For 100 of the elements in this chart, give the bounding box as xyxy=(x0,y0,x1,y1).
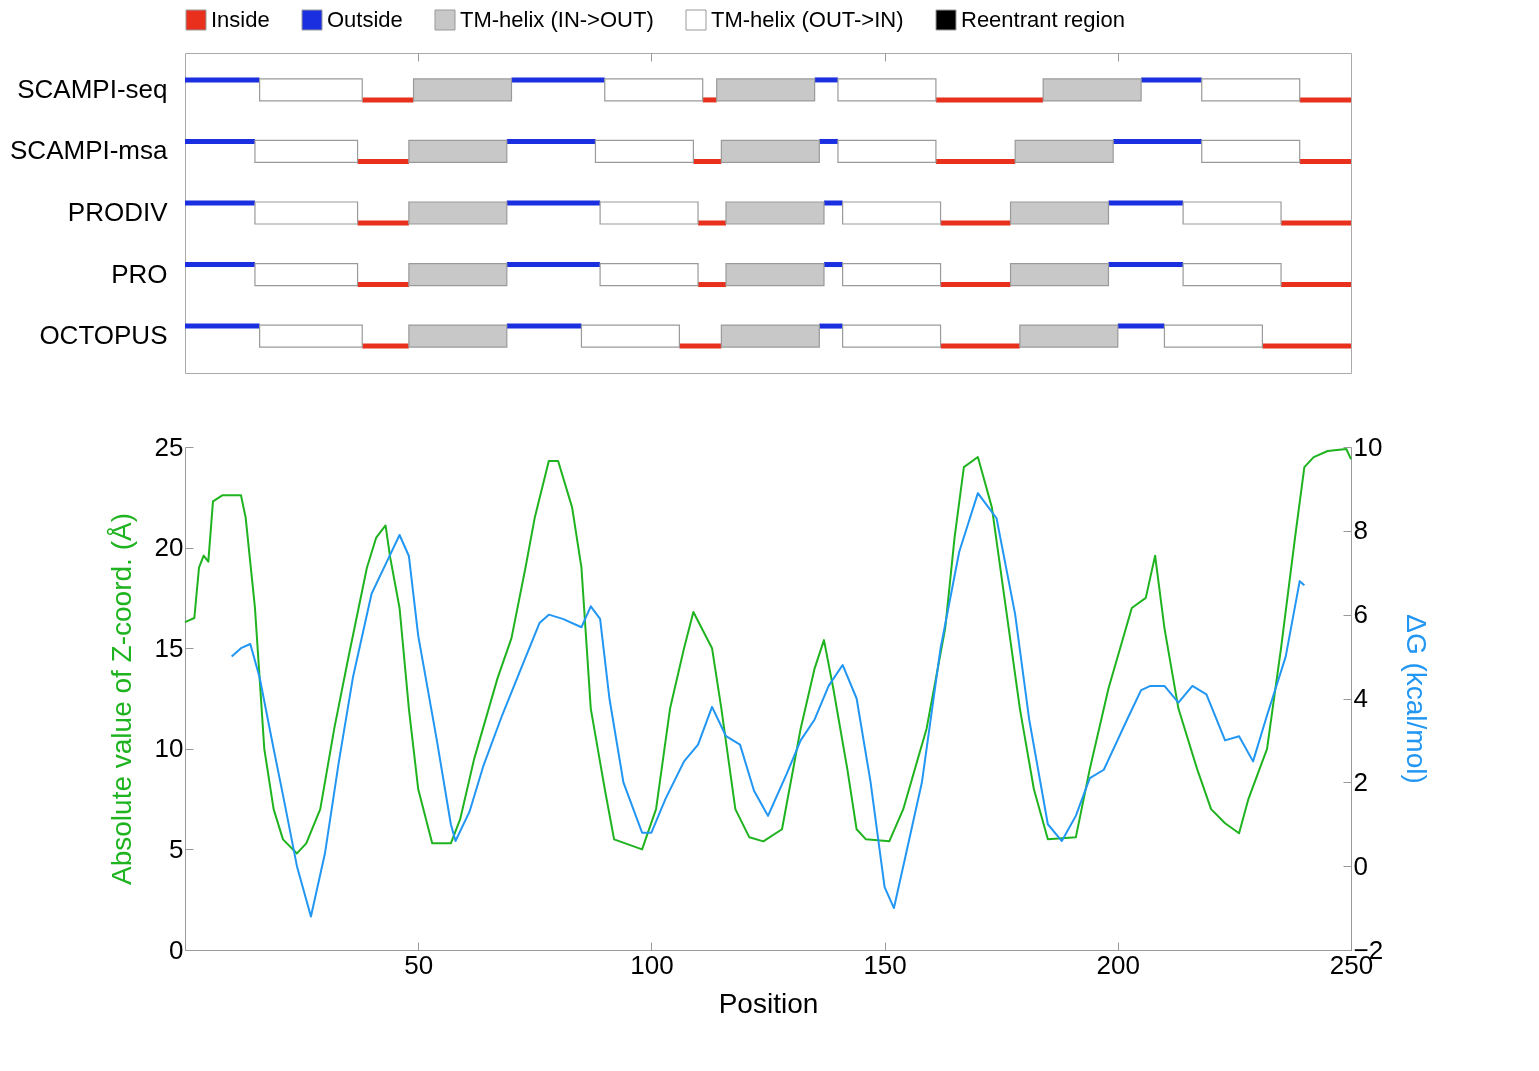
legend-label: TM-helix (IN->OUT) xyxy=(460,7,654,32)
bar xyxy=(1299,158,1351,164)
bar xyxy=(940,343,1020,349)
bar xyxy=(679,343,722,349)
bar xyxy=(819,138,838,144)
bar xyxy=(1117,323,1165,329)
bar xyxy=(842,262,942,287)
bar xyxy=(940,282,1011,288)
bar xyxy=(1009,201,1110,225)
bar xyxy=(599,201,699,225)
bar xyxy=(357,220,409,226)
bar xyxy=(506,323,582,329)
y-tick-label: 5 xyxy=(169,833,184,864)
bar xyxy=(1108,262,1184,268)
x-tick-label: 200 xyxy=(1096,949,1140,980)
bar xyxy=(1201,78,1301,102)
bar xyxy=(408,139,508,164)
y-tick-label: SCAMPI-msa xyxy=(10,135,169,166)
bar xyxy=(580,324,680,348)
bar xyxy=(357,282,409,288)
bar xyxy=(254,262,359,287)
bar xyxy=(1182,262,1282,287)
bar xyxy=(1281,220,1351,226)
line-series xyxy=(230,492,1306,918)
bar xyxy=(698,282,727,288)
x-tick-label: 50 xyxy=(404,949,434,980)
bar xyxy=(823,262,843,268)
bar xyxy=(185,77,260,83)
bar xyxy=(842,324,942,348)
bar xyxy=(594,139,694,164)
y-tick-label: PRO xyxy=(111,258,168,289)
x-tick-label: 100 xyxy=(630,949,674,980)
y-tick-label: PRODIV xyxy=(67,197,169,227)
y2-tick-label: 8 xyxy=(1353,515,1368,546)
bar xyxy=(506,138,596,144)
y-tick-label: OCTOPUS xyxy=(39,320,168,351)
y-tick-label: 25 xyxy=(154,431,184,462)
bar xyxy=(362,343,409,349)
bar xyxy=(599,262,699,287)
y2-tick-label: 4 xyxy=(1353,683,1368,713)
bar xyxy=(1262,343,1351,349)
bar xyxy=(725,201,825,225)
bar xyxy=(1113,138,1202,144)
y2-tick-label: 0 xyxy=(1353,850,1368,881)
bar xyxy=(511,77,605,83)
bar xyxy=(1108,200,1184,206)
bar xyxy=(362,97,414,103)
bar xyxy=(720,139,820,164)
bar xyxy=(506,200,601,206)
y2-axis-title: ΔG (kcal/mol) xyxy=(1401,614,1433,784)
bar xyxy=(1182,201,1282,225)
bar xyxy=(837,78,937,102)
bar xyxy=(254,139,359,164)
bar xyxy=(408,262,508,287)
bar xyxy=(408,201,508,225)
bar xyxy=(185,138,255,144)
bar xyxy=(720,324,820,348)
bar xyxy=(357,158,409,164)
bar xyxy=(725,262,825,287)
bar xyxy=(259,324,363,348)
bar xyxy=(1201,139,1301,164)
y-tick-label: 20 xyxy=(154,532,184,563)
bar xyxy=(1141,77,1202,83)
bar xyxy=(1163,324,1263,348)
bar xyxy=(842,201,942,225)
bar xyxy=(716,78,816,102)
bar xyxy=(935,158,1016,164)
bar xyxy=(1281,282,1351,288)
bar xyxy=(837,139,937,164)
y-axis-title: Absolute value of Z-coord. (Å) xyxy=(105,513,137,885)
line-series xyxy=(184,448,1352,855)
bar xyxy=(693,158,722,164)
bar xyxy=(254,201,359,225)
legend-label: TM-helix (OUT->IN) xyxy=(711,7,904,32)
bar xyxy=(259,78,363,102)
y-tick-label: 10 xyxy=(154,733,184,764)
legend-label: Inside xyxy=(211,7,270,32)
y-tick-label: 0 xyxy=(169,934,184,965)
bar xyxy=(412,78,513,102)
y2-tick-label: 6 xyxy=(1353,599,1368,630)
bar xyxy=(1019,324,1119,348)
y2-tick-label: 2 xyxy=(1353,766,1368,797)
bar xyxy=(1014,139,1114,164)
bar xyxy=(185,262,255,268)
bar xyxy=(408,324,508,348)
y2-tick-label: 10 xyxy=(1353,431,1383,462)
bar xyxy=(814,77,838,83)
x-tick-label: 150 xyxy=(863,949,907,980)
legend-label: Reentrant region xyxy=(961,7,1125,32)
legend-label: Outside xyxy=(327,7,403,32)
bar xyxy=(1009,262,1110,287)
bar xyxy=(506,262,601,268)
bar xyxy=(819,323,843,329)
bar xyxy=(940,220,1011,226)
bar xyxy=(1042,78,1142,102)
bar xyxy=(702,97,717,103)
bar xyxy=(935,97,1044,103)
y-tick-label: SCAMPI-seq xyxy=(17,73,168,104)
bar xyxy=(185,323,260,329)
bar xyxy=(823,200,843,206)
